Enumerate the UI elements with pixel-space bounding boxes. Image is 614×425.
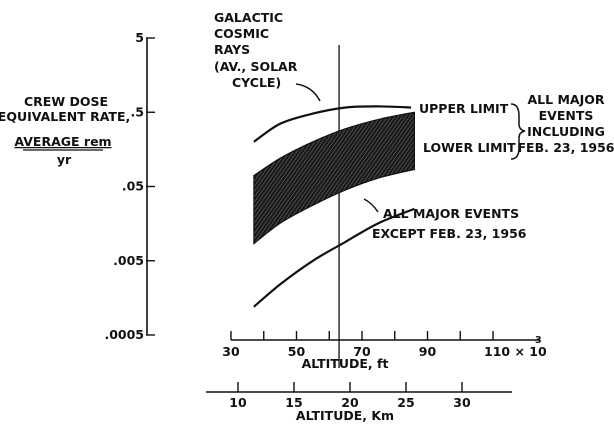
x-axis-km-ticks: 10 15 20 25 30 bbox=[229, 382, 471, 410]
all-major-except-line-2: EXCEPT FEB. 23, 1956 bbox=[372, 226, 527, 241]
x-ft-tick-label: 90 bbox=[419, 344, 437, 359]
upper-limit-label: UPPER LIMIT bbox=[419, 101, 509, 116]
y-tick-label: .5 bbox=[131, 104, 144, 119]
all-major-except-leader bbox=[363, 198, 379, 213]
all-major-except-line-1: ALL MAJOR EVENTS bbox=[383, 206, 519, 221]
group-brace bbox=[510, 103, 526, 160]
galactic-label-line-5: CYCLE) bbox=[232, 75, 281, 90]
x-axis-km-label: ALTITUDE, Km bbox=[296, 408, 394, 423]
major-events-band bbox=[253, 111, 415, 245]
galactic-label-line-1: GALACTIC bbox=[214, 10, 283, 25]
y-tick-label: .005 bbox=[113, 253, 144, 268]
y-tick-label: 5 bbox=[135, 30, 144, 45]
galactic-cosmic-rays-curve bbox=[253, 105, 412, 143]
y-tick-label: .0005 bbox=[104, 327, 144, 342]
all-major-events-except-curve bbox=[253, 207, 415, 308]
y-axis-label-line-1: CREW DOSE bbox=[24, 94, 108, 109]
x-km-tick-label: 10 bbox=[229, 395, 247, 410]
x-axis-ft-exponent: 3 bbox=[535, 335, 542, 346]
y-axis-ticks: 5 .5 .05 .005 .0005 bbox=[104, 30, 155, 342]
x-ft-tick-label: 110 × 10 bbox=[484, 344, 547, 359]
x-ft-tick-label: 30 bbox=[222, 344, 240, 359]
all-major-including-line-2: EVENTS bbox=[539, 108, 594, 123]
x-ft-tick-label: 70 bbox=[353, 344, 371, 359]
galactic-label-line-2: COSMIC bbox=[214, 26, 269, 41]
all-major-including-line-3: INCLUDING bbox=[527, 124, 605, 139]
all-major-including-line-1: ALL MAJOR bbox=[528, 92, 605, 107]
galactic-leader-line bbox=[295, 83, 321, 102]
x-axis-ft-label: ALTITUDE, ft bbox=[302, 356, 389, 371]
galactic-label-line-4: (AV., SOLAR bbox=[214, 59, 298, 74]
lower-limit-label: LOWER LIMIT bbox=[423, 140, 516, 155]
x-km-tick-label: 20 bbox=[341, 395, 359, 410]
x-km-tick-label: 15 bbox=[285, 395, 302, 410]
x-km-tick-label: 30 bbox=[453, 395, 471, 410]
galactic-label-line-3: RAYS bbox=[214, 42, 250, 57]
x-axis-ft-ticks: 30 50 70 90 110 × 10 bbox=[222, 331, 547, 359]
y-axis-label-line-2: EQUIVALENT RATE, bbox=[0, 109, 130, 124]
y-tick-label: .05 bbox=[122, 179, 144, 194]
y-axis-unit-numerator: AVERAGE rem bbox=[14, 134, 111, 149]
x-ft-tick-label: 50 bbox=[288, 344, 306, 359]
x-km-tick-label: 25 bbox=[397, 395, 414, 410]
all-major-including-line-4: FEB. 23, 1956 bbox=[518, 140, 614, 155]
y-axis-unit-denominator: yr bbox=[57, 152, 72, 167]
